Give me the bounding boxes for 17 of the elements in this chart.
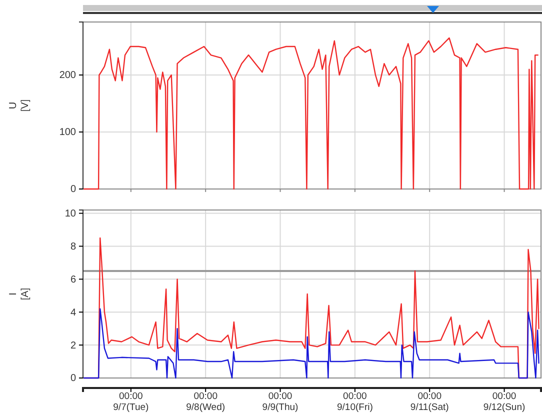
y-tick-label: 0 (70, 184, 76, 196)
y-axis-title: I [A] (8, 288, 31, 300)
y-tick-label: 6 (70, 274, 76, 286)
x-tick-label: 00:00 9/10(Fri) (336, 391, 373, 413)
x-tick-label: 00:00 9/7(Tue) (113, 391, 149, 413)
x-tick-label: 00:00 9/11(Sat) (410, 391, 449, 413)
x-tick-label: 00:00 9/12(Sun) (483, 391, 526, 413)
y-tick-label: 10 (64, 208, 76, 220)
y-axis-title: U [V] (8, 99, 31, 112)
y-tick-label: 4 (70, 307, 76, 318)
y-tick-label: 8 (70, 241, 76, 252)
x-tick-label: 00:00 9/8(Wed) (186, 391, 226, 413)
y-tick-label: 0 (70, 373, 76, 384)
y-tick-label: 200 (59, 70, 76, 82)
x-tick-label: 00:00 9/9(Thu) (262, 391, 298, 413)
y-tick-label: 2 (70, 340, 76, 352)
y-tick-label: 100 (59, 127, 76, 138)
